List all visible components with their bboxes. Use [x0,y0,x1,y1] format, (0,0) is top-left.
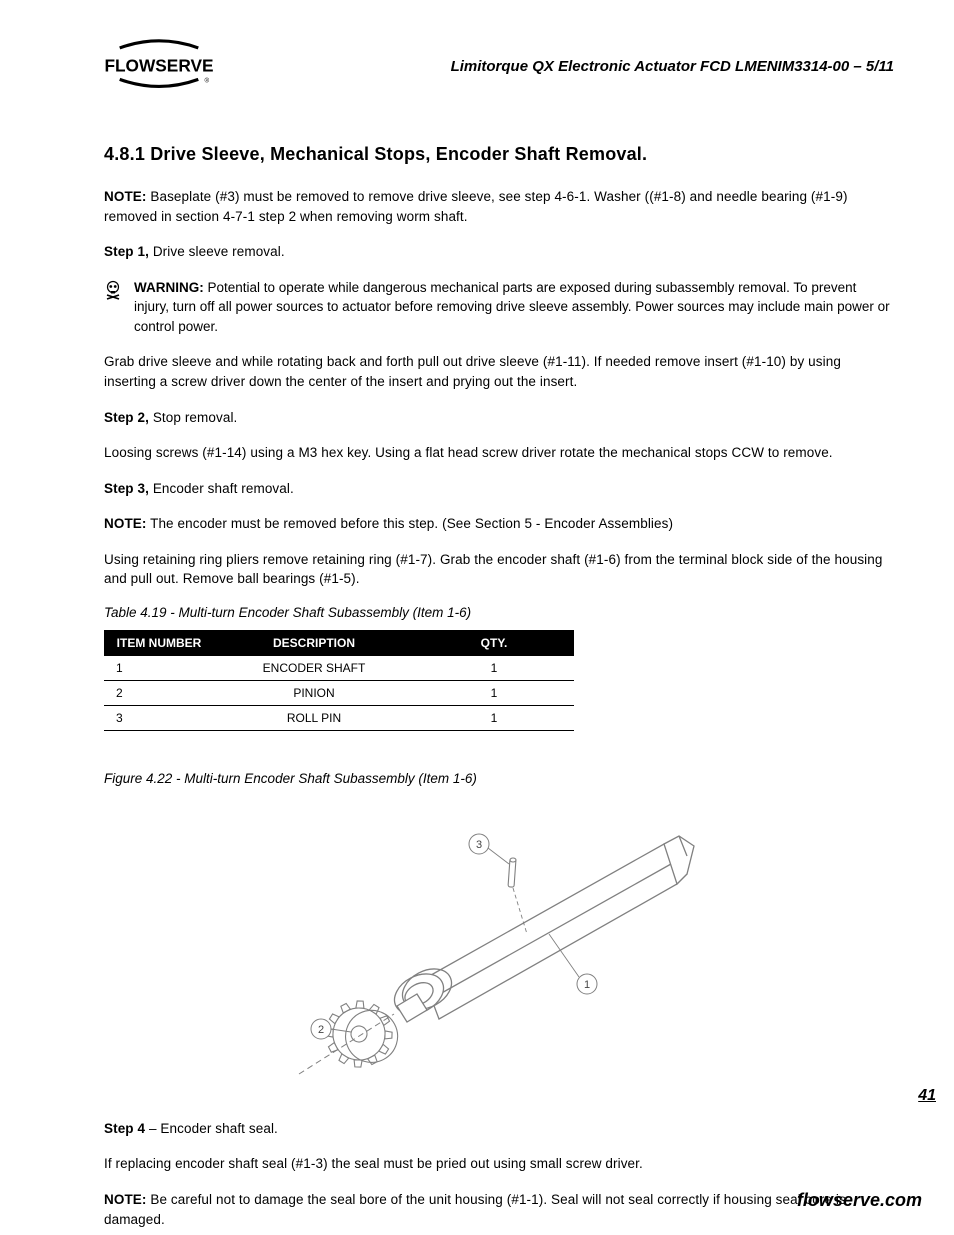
note-1: NOTE: Baseplate (#3) must be removed to … [104,187,894,226]
callout-3: 3 [476,839,482,851]
cell: 1 [104,656,214,681]
skull-icon [104,280,122,305]
table-row: 2 PINION 1 [104,680,574,705]
paragraph-using: Using retaining ring pliers remove retai… [104,550,894,589]
note-text: The encoder must be removed before this … [147,516,674,531]
step-4: Step 4 – Encoder shaft seal. [104,1119,894,1139]
cell: 3 [104,705,214,730]
step-label: Step 4 [104,1121,145,1136]
note-2: NOTE: The encoder must be removed before… [104,514,894,534]
logo-text: FLOWSERVE [104,56,213,76]
step-1: Step 1, Drive sleeve removal. [104,242,894,262]
table-row: 1 ENCODER SHAFT 1 [104,656,574,681]
page-header: FLOWSERVE ® Limitorque QX Electronic Act… [104,38,894,94]
note-text: Be careful not to damage the seal bore o… [104,1192,846,1227]
paragraph-loosing: Loosing screws (#1-14) using a M3 hex ke… [104,443,894,463]
cell: 1 [414,656,574,681]
step-text: Stop removal. [149,410,237,425]
flowserve-logo: FLOWSERVE ® [104,38,214,94]
figure-caption: Figure 4.22 - Multi-turn Encoder Shaft S… [104,771,894,786]
step-2: Step 2, Stop removal. [104,408,894,428]
step-label: Step 2, [104,410,149,425]
parts-table: ITEM NUMBER DESCRIPTION QTY. 1 ENCODER S… [104,630,574,731]
step-label: Step 1, [104,244,149,259]
table-caption: Table 4.19 - Multi-turn Encoder Shaft Su… [104,605,894,620]
note-label: NOTE: [104,189,147,204]
cell: ENCODER SHAFT [214,656,414,681]
svg-text:®: ® [205,77,210,85]
doc-title: Limitorque QX Electronic Actuator FCD LM… [451,58,894,75]
warning-block: WARNING: Potential to operate while dang… [104,278,894,337]
page-number: 41 [918,1087,936,1105]
note-label: NOTE: [104,1192,147,1207]
col-item-number: ITEM NUMBER [104,630,214,656]
callout-1: 1 [584,979,590,991]
cell: 2 [104,680,214,705]
note-text: Baseplate (#3) must be removed to remove… [104,189,848,224]
cell: PINION [214,680,414,705]
step-text: Encoder shaft removal. [149,481,294,496]
table-row: 3 ROLL PIN 1 [104,705,574,730]
warning-label: WARNING: [134,280,204,295]
step-label: Step 3, [104,481,149,496]
cell: 1 [414,705,574,730]
page: FLOWSERVE ® Limitorque QX Electronic Act… [0,0,954,1235]
step-text: Drive sleeve removal. [149,244,285,259]
step-text: – Encoder shaft seal. [145,1121,278,1136]
footer-url: flowserve.com [797,1190,922,1211]
paragraph-grab: Grab drive sleeve and while rotating bac… [104,352,894,391]
cell: 1 [414,680,574,705]
note-label: NOTE: [104,516,147,531]
col-qty: QTY. [414,630,574,656]
callout-2: 2 [318,1024,324,1036]
paragraph-replacing: If replacing encoder shaft seal (#1-3) t… [104,1154,894,1174]
step-3: Step 3, Encoder shaft removal. [104,479,894,499]
warning-text: WARNING: Potential to operate while dang… [134,278,894,337]
section-title: 4.8.1 Drive Sleeve, Mechanical Stops, En… [104,144,894,165]
note-3: NOTE: Be careful not to damage the seal … [104,1190,894,1229]
warning-body: Potential to operate while dangerous mec… [134,280,890,334]
table-header-row: ITEM NUMBER DESCRIPTION QTY. [104,630,574,656]
cell: ROLL PIN [214,705,414,730]
col-description: DESCRIPTION [214,630,414,656]
figure-4-22: 3 1 2 [104,804,894,1089]
